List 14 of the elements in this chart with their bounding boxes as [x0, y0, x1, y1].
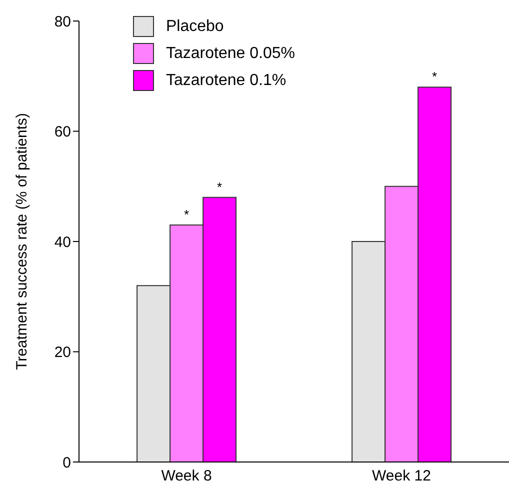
data-label: *	[217, 179, 222, 194]
y-tick-label: 0	[62, 454, 71, 472]
y-axis-title: Treatment success rate (% of patients)	[13, 112, 30, 370]
data-label: *	[432, 69, 438, 84]
y-tick-label: 20	[54, 344, 71, 362]
y-tick-label: 60	[54, 124, 71, 141]
x-tick-label: Week 8	[161, 468, 212, 485]
y-tick-label: 40	[54, 234, 71, 251]
legend-label: Tazarotene 0.1%	[166, 72, 286, 90]
legend-label: Placebo	[166, 18, 224, 36]
x-tick-label: Week 12	[372, 468, 431, 485]
y-tick-label: 80	[54, 13, 71, 30]
legend-label: Tazarotene 0.05%	[166, 44, 295, 62]
data-label: *	[184, 206, 190, 222]
